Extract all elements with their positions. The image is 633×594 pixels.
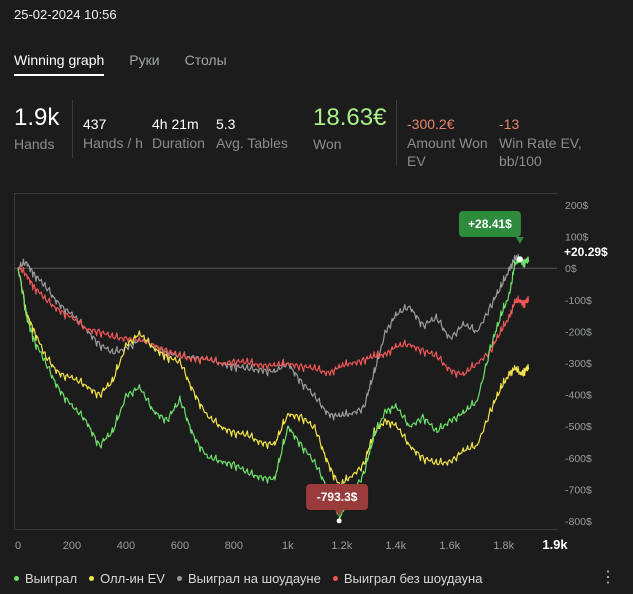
max-point-marker	[516, 256, 523, 263]
y-tick-label: -100$	[565, 295, 592, 307]
y-tick-label: 100$	[565, 232, 589, 244]
y-tick-label: -300$	[565, 358, 592, 370]
end-value-label: +20.29$	[564, 245, 608, 259]
tab-hands[interactable]: Руки	[129, 52, 160, 68]
stat-win-rate-ev-value: -13	[499, 116, 520, 132]
x-tick-label: 1.2k	[331, 540, 352, 552]
x-tick-label: 1.8k	[493, 540, 514, 552]
stat-win-rate-ev-label: Win Rate EV, bb/100	[499, 135, 582, 169]
stat-hands-per-hour-label: Hands / h	[83, 135, 143, 151]
stats-divider	[72, 100, 73, 158]
x-end-label: 1.9k	[542, 537, 568, 552]
stat-hands: 1.9k Hands	[14, 104, 59, 153]
legend-label-allin-ev: Олл-ин EV	[100, 571, 165, 586]
chart-legend: Выиграл Олл-ин EV Выиграл на шоудауне Вы…	[14, 571, 482, 586]
tab-tables[interactable]: Столы	[184, 52, 227, 68]
x-tick-label: 600	[171, 540, 189, 552]
tab-bar: Winning graph Руки Столы	[14, 52, 227, 76]
timestamp: 25-02-2024 10:56	[14, 7, 117, 22]
min-callout-box	[306, 484, 369, 510]
legend-label-showdown: Выиграл на шоудауне	[187, 571, 321, 586]
stat-amount-won-ev-value: -300.2€	[407, 116, 455, 132]
max-callout-box	[458, 211, 521, 237]
y-tick-label: 0$	[565, 263, 577, 275]
max-callout-label: +28.41$	[468, 217, 512, 231]
more-menu-icon[interactable]: ⋮	[600, 569, 616, 586]
legend-dot-allin-ev	[89, 576, 95, 581]
stat-duration-value: 4h 21m	[152, 116, 199, 132]
stat-hands-value: 1.9k	[14, 104, 60, 131]
y-tick-label: -200$	[565, 326, 592, 338]
stat-hands-per-hour-value: 437	[83, 116, 107, 132]
y-tick-label: -500$	[565, 421, 592, 433]
y-tick-label: -400$	[565, 390, 592, 402]
x-tick-label: 200	[63, 540, 81, 552]
min-callout-label: -793.3$	[317, 490, 358, 504]
stat-amount-won-ev: -300.2€ Amount Won EV	[407, 115, 495, 170]
stat-avg-tables-value: 5.3	[216, 116, 236, 132]
legend-dot-showdown	[176, 576, 182, 581]
stat-win-rate-ev: -13 Win Rate EV, bb/100	[499, 115, 589, 170]
y-tick-label: -700$	[565, 484, 592, 496]
x-tick-label: 1.6k	[439, 540, 460, 552]
series-line-3	[17, 266, 530, 378]
stats-divider-2	[396, 100, 397, 166]
stat-avg-tables: 5.3 Avg. Tables	[216, 115, 288, 152]
legend-label-won: Выиграл	[25, 571, 78, 586]
legend-dot-non-showdown	[332, 576, 338, 581]
legend-label-non-showdown: Выиграл без шоудауна	[343, 571, 483, 586]
legend-item-non-showdown[interactable]: Выиграл без шоудауна	[332, 571, 483, 586]
stat-duration: 4h 21m Duration	[152, 115, 205, 152]
x-tick-label: 1.4k	[385, 540, 406, 552]
legend-dot-won	[14, 576, 19, 581]
stat-won-value: 18.63€	[313, 104, 387, 131]
legend-item-won[interactable]: Выиграл	[14, 571, 77, 586]
stat-hands-label: Hands	[14, 136, 55, 152]
y-tick-label: -600$	[565, 453, 592, 465]
series-line-0	[17, 255, 530, 520]
legend-item-allin-ev[interactable]: Олл-ин EV	[89, 571, 165, 586]
winning-graph-frame	[14, 193, 558, 530]
min-callout-pointer	[335, 510, 344, 516]
stat-avg-tables-label: Avg. Tables	[216, 135, 288, 151]
y-tick-label: 200$	[565, 200, 589, 212]
stat-hands-per-hour: 437 Hands / h	[83, 115, 143, 152]
min-point-marker	[336, 518, 342, 524]
stat-duration-label: Duration	[152, 135, 205, 151]
legend-item-showdown[interactable]: Выиграл на шоудауне	[176, 571, 321, 586]
tab-winning-graph[interactable]: Winning graph	[14, 52, 105, 76]
x-tick-label: 0	[15, 540, 21, 552]
series-line-2	[17, 253, 530, 421]
stat-won-label: Won	[313, 136, 342, 152]
y-tick-label: -800$	[565, 516, 592, 528]
max-callout-pointer	[515, 237, 524, 244]
x-tick-label: 400	[117, 540, 135, 552]
series-line-1	[17, 268, 530, 487]
stat-amount-won-ev-label: Amount Won EV	[407, 135, 488, 169]
x-tick-label: 800	[225, 540, 243, 552]
stat-won: 18.63€ Won	[313, 104, 386, 153]
x-tick-label: 1k	[282, 540, 294, 552]
